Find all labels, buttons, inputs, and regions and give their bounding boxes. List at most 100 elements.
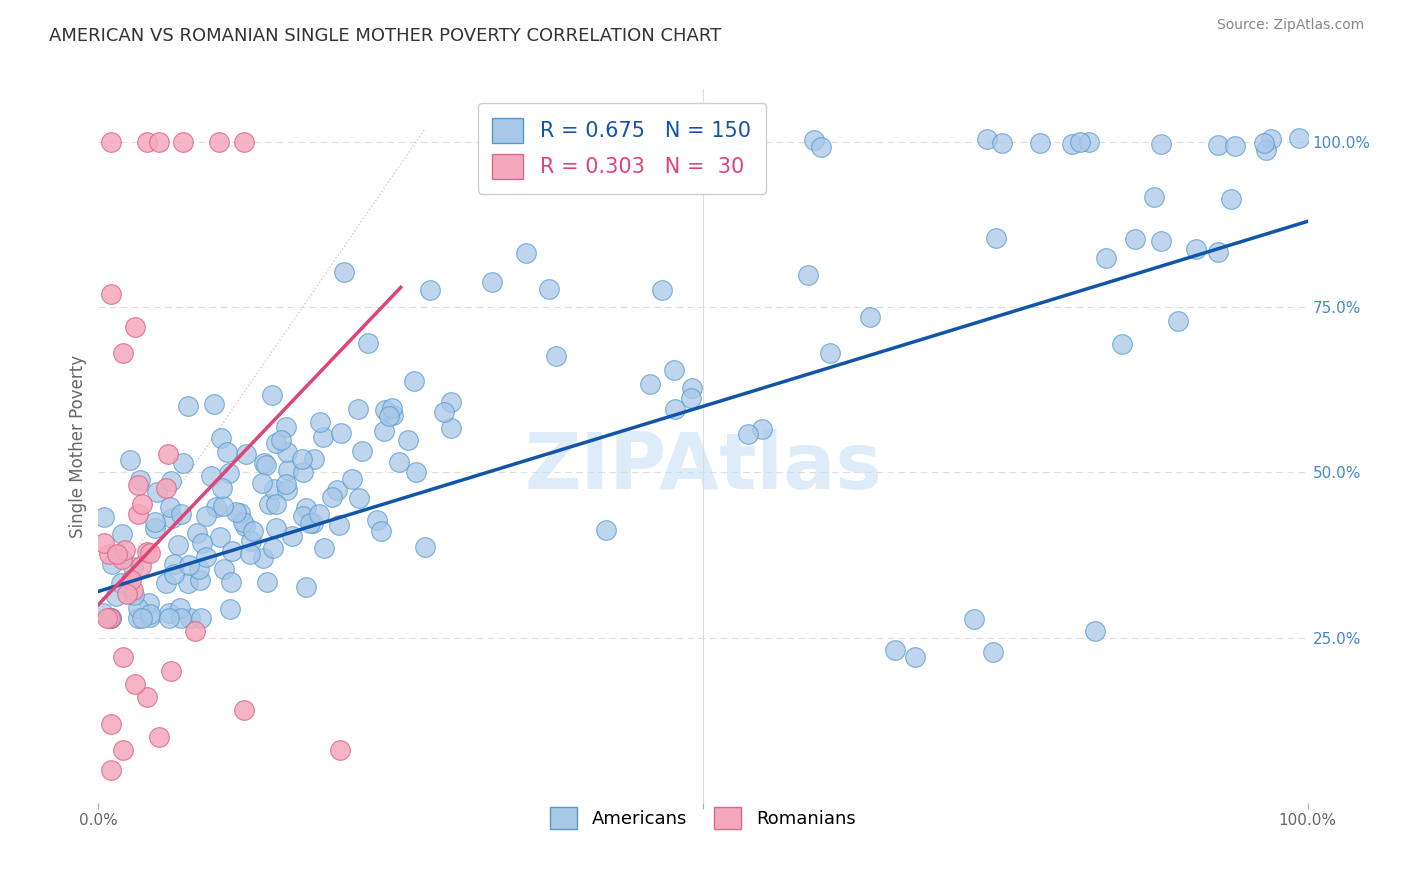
Point xyxy=(138,546,160,560)
Point xyxy=(212,561,235,575)
Point xyxy=(340,472,363,486)
Point xyxy=(143,521,166,535)
Point xyxy=(347,402,370,417)
Point xyxy=(232,516,254,530)
Point xyxy=(148,135,170,149)
Point xyxy=(100,716,122,731)
Point xyxy=(1123,232,1146,246)
Point xyxy=(184,624,207,638)
Point xyxy=(537,282,560,296)
Point xyxy=(1150,136,1173,151)
Point xyxy=(803,133,825,147)
Point xyxy=(177,558,200,573)
Point xyxy=(308,508,330,522)
Point xyxy=(118,453,141,467)
Point xyxy=(681,381,703,395)
Point xyxy=(1260,132,1282,146)
Point xyxy=(883,643,905,657)
Point xyxy=(963,612,986,626)
Point xyxy=(221,544,243,558)
Point xyxy=(242,524,264,539)
Point xyxy=(208,135,231,149)
Point xyxy=(177,576,200,591)
Point xyxy=(1225,138,1247,153)
Point xyxy=(254,458,277,472)
Point xyxy=(328,517,350,532)
Point xyxy=(111,552,134,566)
Point xyxy=(156,446,179,460)
Point xyxy=(299,516,322,530)
Point xyxy=(202,396,225,410)
Point xyxy=(413,540,436,554)
Point xyxy=(1167,313,1189,327)
Point xyxy=(544,350,567,364)
Point xyxy=(122,588,145,602)
Point xyxy=(797,268,820,282)
Point xyxy=(190,536,212,550)
Point xyxy=(100,135,122,149)
Point xyxy=(1288,131,1310,145)
Point xyxy=(188,573,211,587)
Point xyxy=(439,421,461,435)
Point xyxy=(859,310,882,324)
Point xyxy=(302,451,325,466)
Point xyxy=(155,575,177,590)
Point xyxy=(200,469,222,483)
Point xyxy=(172,135,194,149)
Point xyxy=(124,320,146,334)
Point xyxy=(232,703,254,717)
Point xyxy=(122,559,145,574)
Point xyxy=(638,376,661,391)
Point xyxy=(208,530,231,544)
Point xyxy=(751,422,773,436)
Y-axis label: Single Mother Poverty: Single Mother Poverty xyxy=(69,354,87,538)
Point xyxy=(291,451,314,466)
Point xyxy=(329,743,352,757)
Point xyxy=(329,425,352,440)
Point xyxy=(257,497,280,511)
Point xyxy=(155,482,177,496)
Point xyxy=(218,467,240,481)
Point xyxy=(366,513,388,527)
Legend: Americans, Romanians: Americans, Romanians xyxy=(543,800,863,837)
Point xyxy=(276,477,298,491)
Point xyxy=(1084,624,1107,639)
Point xyxy=(1029,136,1052,150)
Point xyxy=(373,425,395,439)
Point xyxy=(904,649,927,664)
Text: AMERICAN VS ROMANIAN SINGLE MOTHER POVERTY CORRELATION CHART: AMERICAN VS ROMANIAN SINGLE MOTHER POVER… xyxy=(49,27,721,45)
Point xyxy=(100,611,122,625)
Point xyxy=(135,690,157,704)
Point xyxy=(127,611,149,625)
Point xyxy=(810,140,832,154)
Point xyxy=(205,500,228,515)
Point xyxy=(209,431,232,445)
Point xyxy=(396,433,419,447)
Point xyxy=(127,478,149,492)
Point xyxy=(333,265,356,279)
Point xyxy=(111,346,134,360)
Point xyxy=(737,427,759,442)
Point xyxy=(100,763,122,777)
Point xyxy=(405,465,427,479)
Point xyxy=(266,498,288,512)
Point xyxy=(820,345,842,359)
Point xyxy=(143,515,166,529)
Point xyxy=(1206,244,1229,259)
Point xyxy=(186,526,208,541)
Point xyxy=(276,445,298,459)
Point xyxy=(984,231,1007,245)
Point xyxy=(160,475,183,489)
Point xyxy=(308,416,330,430)
Point xyxy=(129,473,152,487)
Point xyxy=(347,491,370,505)
Point xyxy=(1077,136,1099,150)
Point xyxy=(1256,143,1278,157)
Point xyxy=(1143,189,1166,203)
Point xyxy=(281,528,304,542)
Point xyxy=(160,664,183,678)
Point xyxy=(481,275,503,289)
Point xyxy=(170,611,193,625)
Point xyxy=(292,509,315,524)
Point xyxy=(148,730,170,744)
